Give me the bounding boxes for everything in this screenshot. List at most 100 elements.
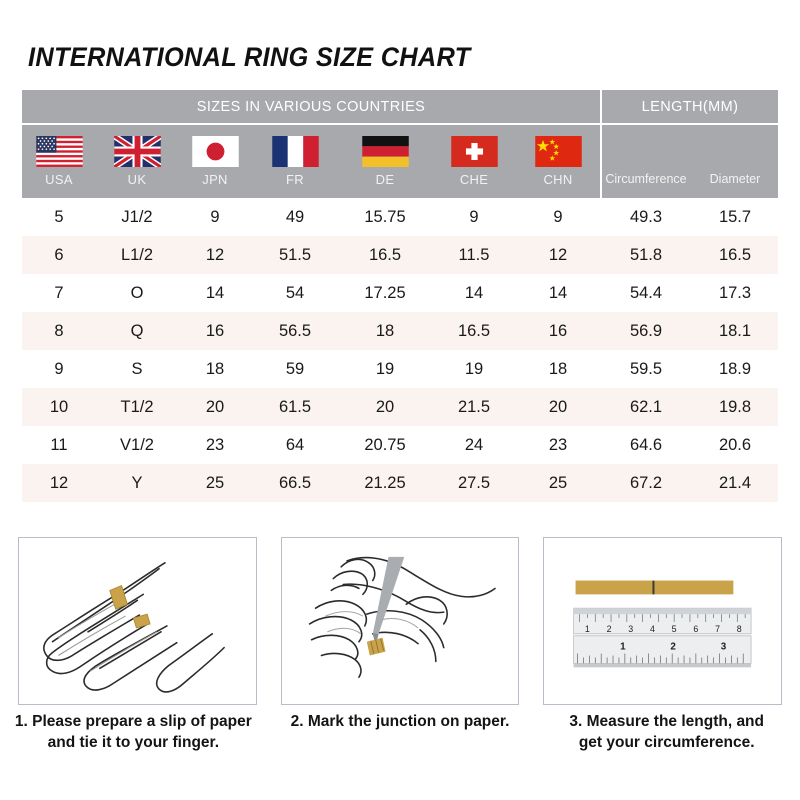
column-header-usa: USA [22,125,96,198]
cell-fr: 51.5 [278,245,312,264]
cell-diameter: 18.1 [718,321,752,340]
table-row: 5 J1/2 9 49 15.75 9 9 49.3 15.7 [22,198,778,236]
ruler-inch-tick: 3 [721,642,727,653]
cell-diameter: 18.9 [718,359,752,378]
cell-chn: 9 [553,207,563,226]
step-3-caption-line2: get your circumference. [578,733,755,751]
ring-size-table: SIZES IN VARIOUS COUNTRIES LENGTH(MM) [22,90,778,502]
flag-france-icon [271,136,319,167]
group-header-length: LENGTH(MM) [641,98,739,115]
table-column-header-row: USA UK JPN [22,125,778,198]
cell-che: 14 [464,283,484,302]
cell-diameter: 16.5 [718,245,752,264]
flag-china-icon [534,136,582,167]
ruler-cm-tick: 6 [694,624,699,634]
step-3-caption-line1: 3. Measure the length, and [569,713,764,730]
cell-usa: 5 [54,207,64,226]
cell-jpn: 25 [205,473,225,492]
cell-chn: 25 [548,473,568,492]
ruler-cm-tick: 2 [607,624,612,634]
column-header-chn-label: CHN [543,172,573,187]
column-header-uk-label: UK [127,172,147,187]
ruler-inch-tick: 2 [671,642,677,653]
cell-de: 20 [375,397,395,416]
cell-diameter: 19.8 [718,397,752,416]
cell-che: 9 [469,207,479,226]
flag-usa-icon [35,136,83,167]
cell-chn: 20 [548,397,568,416]
cell-chn: 16 [548,321,568,340]
cell-diameter: 17.3 [718,283,752,302]
table-row: 12 Y 25 66.5 21.25 27.5 25 67.2 21.4 [22,464,778,502]
column-group-divider [600,125,602,198]
cell-fr: 56.5 [278,321,312,340]
cell-de: 16.5 [368,245,402,264]
flag-uk-icon [113,136,161,167]
column-header-jpn-label: JPN [202,172,228,187]
column-header-che-label: CHE [459,172,489,187]
cell-fr: 61.5 [278,397,312,416]
table-row: 9 S 18 59 19 19 18 59.5 18.9 [22,350,778,388]
cell-circumference: 56.9 [629,321,663,340]
flag-japan-icon [191,136,239,167]
hand-with-paper-strip-illustration [43,562,225,693]
flag-germany-icon [361,136,409,167]
cell-uk: O [130,283,144,302]
column-header-usa-label: USA [45,172,73,187]
group-header-countries: SIZES IN VARIOUS COUNTRIES [196,98,426,115]
step-3-panel: 1 2 3 4 5 6 7 8 1 2 3 [543,537,783,705]
cell-fr: 64 [285,435,305,454]
cell-de: 15.75 [364,207,406,226]
cell-fr: 66.5 [278,473,312,492]
cell-de: 20.75 [364,435,406,454]
column-header-chn: CHN [516,125,600,198]
column-header-de: DE [338,125,432,198]
cell-circumference: 54.4 [629,283,663,302]
ruler-cm-tick: 1 [585,624,590,634]
flag-switzerland-icon [450,136,498,167]
cell-fr: 49 [285,207,305,226]
cell-circumference: 59.5 [629,359,663,378]
column-header-jpn: JPN [178,125,252,198]
cell-circumference: 49.3 [629,207,663,226]
cell-chn: 14 [548,283,568,302]
ruler-cm-tick: 4 [650,624,655,634]
ruler-cm-tick: 3 [629,624,634,634]
cell-jpn: 23 [205,435,225,454]
cell-jpn: 16 [205,321,225,340]
cell-usa: 7 [54,283,64,302]
column-header-fr: FR [252,125,338,198]
cell-che: 27.5 [457,473,491,492]
ruler-cm-tick: 8 [737,624,742,634]
cell-circumference: 64.6 [629,435,663,454]
cell-chn: 18 [548,359,568,378]
table-row: 7 O 14 54 17.25 14 14 54.4 17.3 [22,274,778,312]
cell-uk: L1/2 [120,245,154,264]
cell-diameter: 20.6 [718,435,752,454]
cell-jpn: 12 [205,245,225,264]
column-header-circumference: Circumference [605,172,687,186]
cell-chn: 12 [548,245,568,264]
paper-strip-on-ruler-illustration: 1 2 3 4 5 6 7 8 1 2 3 [573,580,752,668]
step-1-caption-line1: 1. Please prepare a slip of paper [14,713,252,730]
cell-che: 11.5 [458,245,490,264]
column-header-de-label: DE [375,172,395,187]
step-2-caption-line1: 2. Mark the junction on paper. [290,713,510,730]
hand-marking-paper-with-pen-illustration [308,556,496,678]
cell-chn: 23 [548,435,568,454]
cell-jpn: 20 [205,397,225,416]
cell-uk: J1/2 [121,207,153,226]
cell-che: 19 [464,359,484,378]
cell-diameter: 15.7 [718,207,752,226]
cell-de: 21.25 [364,473,406,492]
step-1-caption: 1. Please prepare a slip of paper and ti… [0,712,267,754]
cell-usa: 9 [54,359,64,378]
step-1-caption-line2: and tie it to your finger. [47,733,220,751]
cell-che: 16.5 [457,321,491,340]
cell-de: 18 [375,321,395,340]
table-row: 11 V1/2 23 64 20.75 24 23 64.6 20.6 [22,426,778,464]
cell-uk: Q [130,321,144,340]
instruction-panels: 1 2 3 4 5 6 7 8 1 2 3 [18,537,783,705]
cell-uk: S [131,359,143,378]
